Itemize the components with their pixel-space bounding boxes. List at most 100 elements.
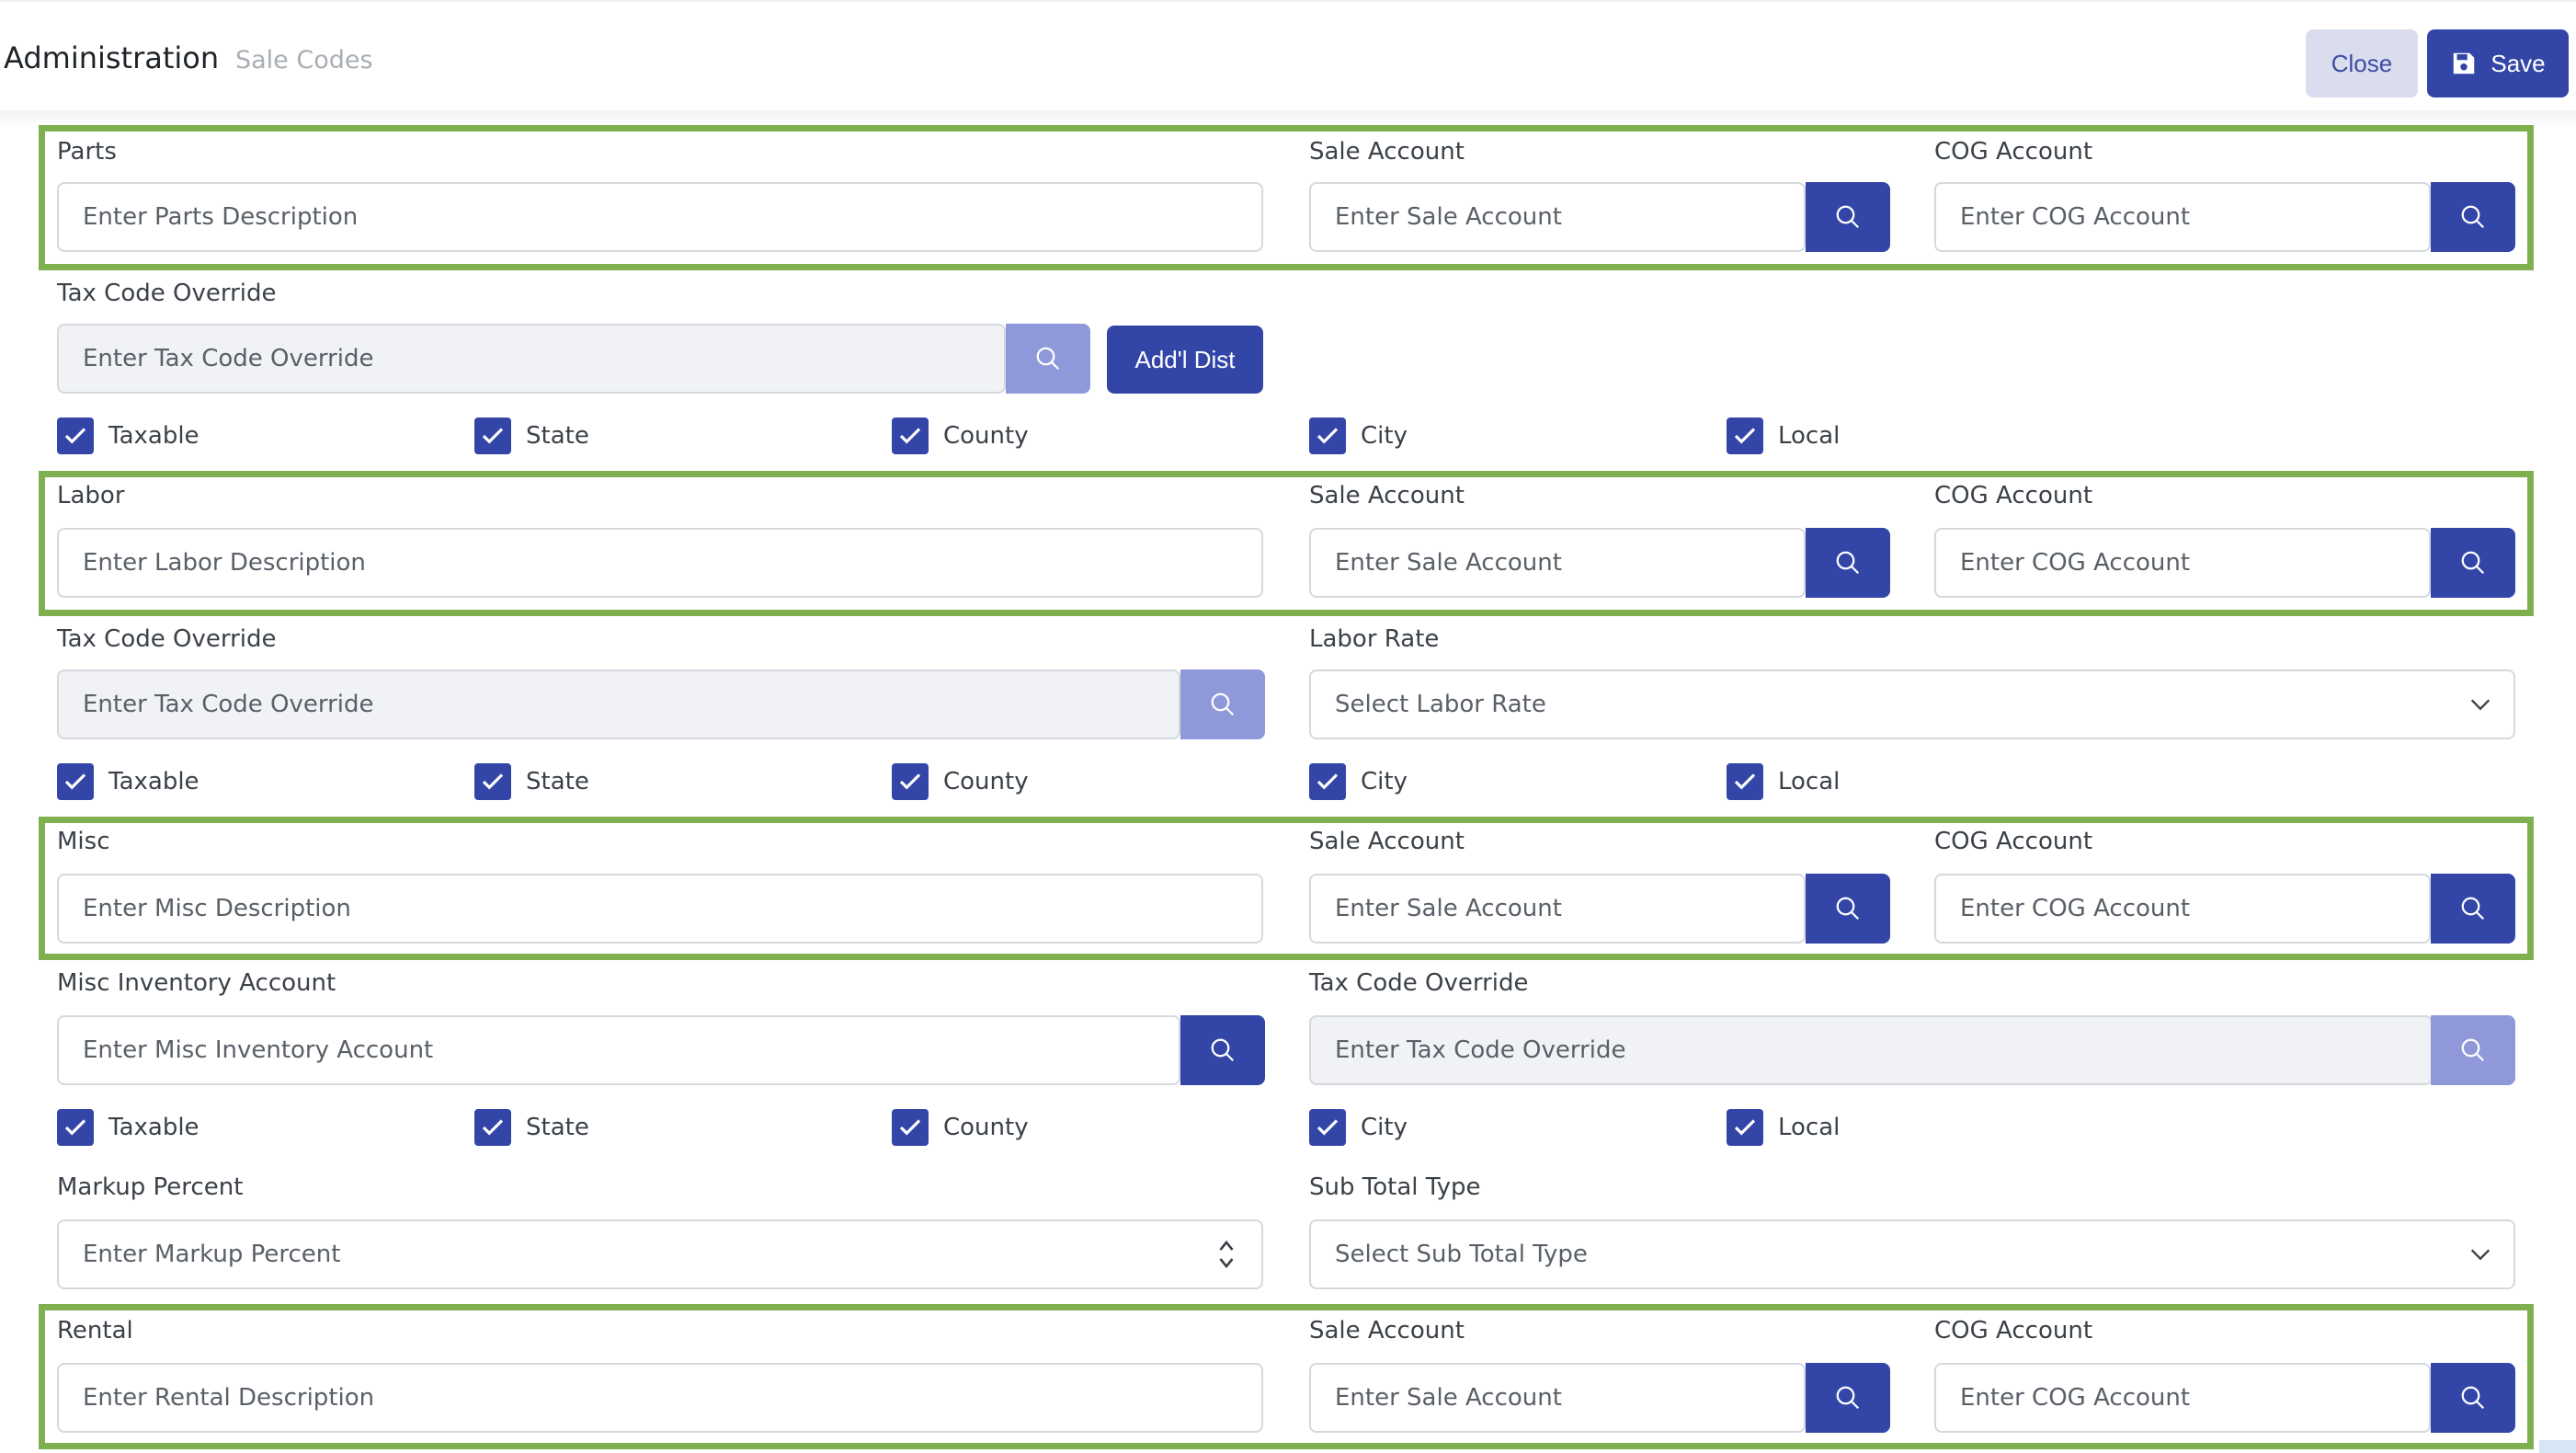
labor-rate-select[interactable]: Select Labor Rate (1309, 669, 2515, 739)
labor-local-checkbox[interactable]: Local (1727, 763, 1840, 800)
search-icon (1211, 692, 1235, 716)
misc-description-input[interactable]: Enter Misc Description (57, 874, 1263, 944)
misc-tax-code-input[interactable]: Enter Tax Code Override (1309, 1015, 2433, 1085)
breadcrumb[interactable]: Sale Codes (235, 46, 373, 74)
checkbox-checked (892, 1109, 929, 1146)
labor-county-checkbox[interactable]: County (892, 763, 1029, 800)
parts-sale-account-input[interactable]: Enter Sale Account (1309, 182, 1806, 252)
search-icon (2461, 897, 2485, 921)
labor-tax-code-search-button[interactable] (1180, 669, 1265, 739)
markup-percent-placeholder: Enter Markup Percent (83, 1241, 341, 1268)
checkmark-icon (64, 1119, 86, 1136)
checkmark-icon (1734, 773, 1756, 790)
labor-tax-code-label: Tax Code Override (57, 625, 277, 653)
labor-cog-account-search-button[interactable] (2431, 528, 2515, 598)
close-button-label: Close (2331, 49, 2393, 77)
parts-cog-account-label: COG Account (1934, 138, 2093, 166)
labor-sale-account-search-button[interactable] (1806, 528, 1890, 598)
checkbox-checked (57, 418, 94, 454)
chevron-down-icon (2470, 699, 2491, 711)
checkmark-icon (899, 1119, 921, 1136)
labor-description-input[interactable]: Enter Labor Description (57, 528, 1263, 598)
misc-sale-account-search-button[interactable] (1806, 874, 1890, 944)
checkmark-icon (1316, 773, 1339, 790)
misc-tax-code-label: Tax Code Override (1309, 969, 1529, 997)
parts-sale-account-search-button[interactable] (1806, 182, 1890, 252)
checkmark-icon (482, 428, 504, 444)
save-button[interactable]: Save (2427, 29, 2569, 97)
parts-tax-code-search-button[interactable] (1006, 324, 1090, 394)
addl-dist-button-label: Add'l Dist (1134, 345, 1236, 373)
checkmark-icon (482, 1119, 504, 1136)
labor-sale-account-input[interactable]: Enter Sale Account (1309, 528, 1806, 598)
misc-taxable-checkbox[interactable]: Taxable (57, 1109, 199, 1146)
labor-city-checkbox[interactable]: City (1309, 763, 1408, 800)
checkbox-label: County (943, 768, 1029, 795)
parts-city-checkbox[interactable]: City (1309, 418, 1408, 454)
misc-inventory-input[interactable]: Enter Misc Inventory Account (57, 1015, 1180, 1085)
checkbox-checked (474, 1109, 511, 1146)
checkbox-label: City (1361, 1114, 1408, 1141)
checkbox-label: Taxable (108, 768, 199, 795)
labor-state-checkbox[interactable]: State (474, 763, 589, 800)
rental-sale-account-input[interactable]: Enter Sale Account (1309, 1363, 1806, 1433)
labor-cog-account-input[interactable]: Enter COG Account (1934, 528, 2431, 598)
misc-local-checkbox[interactable]: Local (1727, 1109, 1840, 1146)
labor-taxable-checkbox[interactable]: Taxable (57, 763, 199, 800)
checkmark-icon (482, 773, 504, 790)
rental-cog-account-search-button[interactable] (2431, 1363, 2515, 1433)
parts-county-checkbox[interactable]: County (892, 418, 1029, 454)
markup-percent-input[interactable]: Enter Markup Percent (57, 1219, 1263, 1289)
parts-highlight-box (39, 125, 2534, 270)
misc-cog-account-label: COG Account (1934, 828, 2093, 855)
search-icon (2461, 551, 2485, 575)
close-button[interactable]: Close (2306, 29, 2418, 97)
search-icon (1211, 1038, 1235, 1062)
misc-inventory-search-button[interactable] (1180, 1015, 1265, 1085)
checkbox-label: State (526, 768, 589, 795)
rental-description-input[interactable]: Enter Rental Description (57, 1363, 1263, 1433)
search-icon (1836, 205, 1860, 229)
sub-total-type-select[interactable]: Select Sub Total Type (1309, 1219, 2515, 1289)
misc-cog-account-search-button[interactable] (2431, 874, 2515, 944)
checkbox-checked (1727, 418, 1763, 454)
misc-highlight-box (39, 817, 2534, 960)
parts-state-checkbox[interactable]: State (474, 418, 589, 454)
misc-county-checkbox[interactable]: County (892, 1109, 1029, 1146)
parts-taxable-checkbox[interactable]: Taxable (57, 418, 199, 454)
checkmark-icon (64, 428, 86, 444)
checkbox-checked (474, 418, 511, 454)
misc-sale-account-input[interactable]: Enter Sale Account (1309, 874, 1806, 944)
labor-label: Labor (57, 482, 125, 509)
parts-tax-code-input[interactable]: Enter Tax Code Override (57, 324, 1006, 394)
rental-sale-account-search-button[interactable] (1806, 1363, 1890, 1433)
number-spinner-icon[interactable] (1217, 1238, 1236, 1271)
misc-city-checkbox[interactable]: City (1309, 1109, 1408, 1146)
misc-tax-code-search-button[interactable] (2431, 1015, 2515, 1085)
addl-dist-button[interactable]: Add'l Dist (1107, 326, 1263, 394)
checkmark-icon (899, 428, 921, 444)
misc-cog-account-input[interactable]: Enter COG Account (1934, 874, 2431, 944)
checkmark-icon (1734, 428, 1756, 444)
checkbox-checked (892, 763, 929, 800)
labor-tax-code-input[interactable]: Enter Tax Code Override (57, 669, 1180, 739)
scroll-corner (2539, 1440, 2576, 1453)
parts-cog-account-search-button[interactable] (2431, 182, 2515, 252)
parts-local-checkbox[interactable]: Local (1727, 418, 1840, 454)
markup-percent-label: Markup Percent (57, 1173, 244, 1201)
checkbox-label: Taxable (108, 1114, 199, 1141)
misc-state-checkbox[interactable]: State (474, 1109, 589, 1146)
parts-description-input[interactable]: Enter Parts Description (57, 182, 1263, 252)
checkbox-checked (1309, 418, 1346, 454)
checkbox-label: City (1361, 768, 1408, 795)
rental-sale-account-label: Sale Account (1309, 1317, 1465, 1344)
search-icon (1836, 551, 1860, 575)
search-icon (1836, 897, 1860, 921)
checkbox-checked (892, 418, 929, 454)
checkmark-icon (1316, 428, 1339, 444)
parts-cog-account-input[interactable]: Enter COG Account (1934, 182, 2431, 252)
parts-sale-account-label: Sale Account (1309, 138, 1465, 166)
rental-cog-account-input[interactable]: Enter COG Account (1934, 1363, 2431, 1433)
parts-tax-code-label: Tax Code Override (57, 280, 277, 307)
